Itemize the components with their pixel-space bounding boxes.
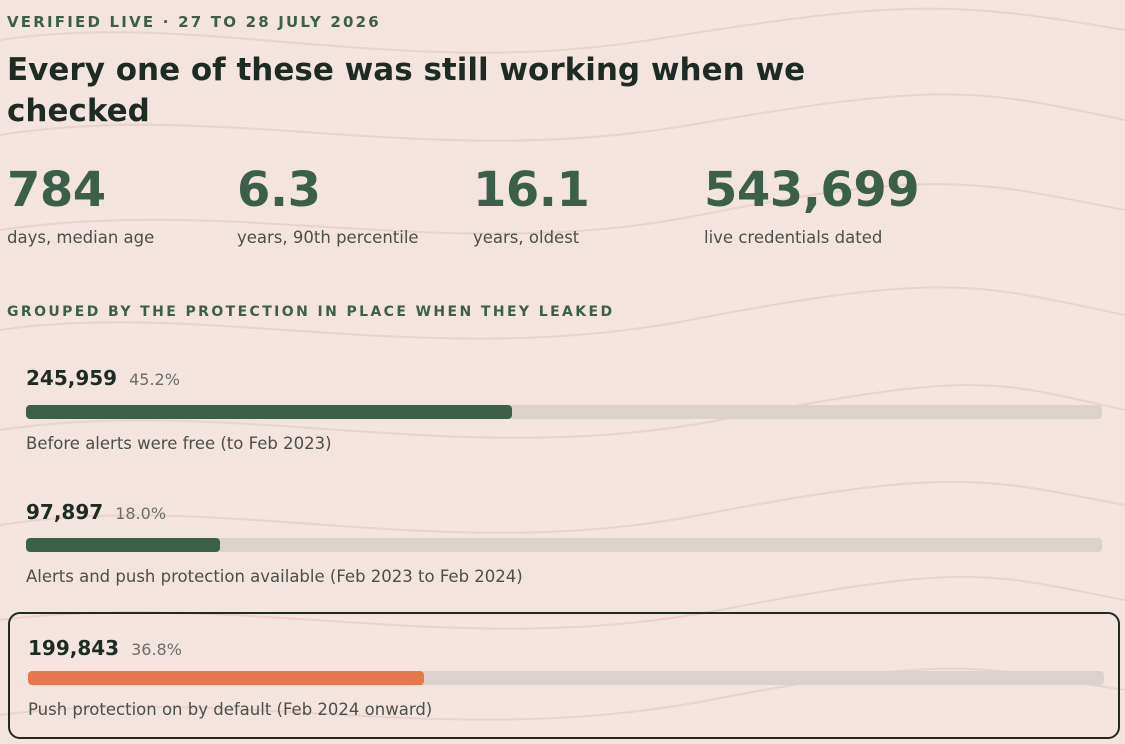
bar-track [26,405,1102,419]
protection-group-alerts-available: 97,897 18.0% Alerts and push protection … [8,500,1120,600]
stat-90th-percentile: 6.3 years, 90th percentile [237,160,419,247]
protection-group-before-alerts: 245,959 45.2% Before alerts were free (t… [8,366,1120,466]
group-header: 199,843 36.8% [28,636,182,660]
stat-oldest: 16.1 years, oldest [473,160,590,247]
bar-track [26,538,1102,552]
stat-label: years, oldest [473,228,580,247]
protection-group-push-default: 199,843 36.8% Push protection on by defa… [8,612,1120,739]
bar-fill [28,671,424,685]
stat-label: days, median age [7,228,155,247]
stat-label: years, 90th percentile [237,228,419,247]
group-header: 97,897 18.0% [26,500,166,524]
stat-live-credentials: 543,699 live credentials dated [704,160,920,247]
stat-value: 6.3 [237,162,321,218]
group-description: Alerts and push protection available (Fe… [26,567,523,586]
group-description: Push protection on by default (Feb 2024 … [28,700,433,719]
page-title: Every one of these was still working whe… [7,52,806,129]
stat-value: 784 [7,162,106,218]
group-percent: 36.8% [131,640,182,659]
group-count: 245,959 [26,366,118,390]
stat-value: 543,699 [704,162,920,218]
verified-date-eyebrow: VERIFIED LIVE · 27 TO 28 JULY 2026 [7,13,381,31]
stat-median-age: 784 days, median age [7,160,154,247]
stat-label: live credentials dated [704,228,883,247]
group-percent: 18.0% [115,504,167,523]
section-label: GROUPED BY THE PROTECTION IN PLACE WHEN … [7,304,615,320]
group-count: 199,843 [28,636,120,660]
bar-fill [26,405,513,419]
group-header: 245,959 45.2% [26,366,180,390]
bar-fill [26,538,220,552]
group-percent: 45.2% [129,370,180,389]
stat-value: 16.1 [473,162,590,218]
group-count: 97,897 [26,500,104,524]
bar-track [28,671,1104,685]
group-description: Before alerts were free (to Feb 2023) [26,434,332,453]
